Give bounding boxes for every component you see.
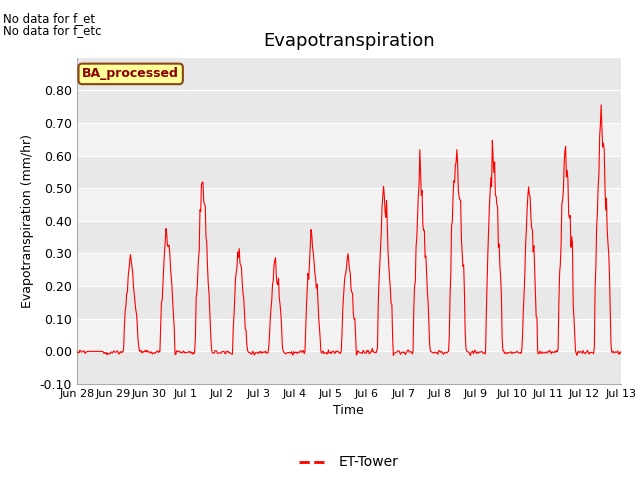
Bar xyxy=(77,156,621,188)
Bar xyxy=(77,90,621,123)
Text: BA_processed: BA_processed xyxy=(82,67,179,80)
Y-axis label: Evapotranspiration (mm/hr): Evapotranspiration (mm/hr) xyxy=(21,134,34,308)
Bar xyxy=(77,286,621,319)
Bar xyxy=(77,221,621,253)
Bar xyxy=(77,253,621,286)
Bar xyxy=(77,351,621,384)
Text: No data for f_etc: No data for f_etc xyxy=(3,24,102,37)
Bar xyxy=(77,123,621,156)
Legend: ET-Tower: ET-Tower xyxy=(294,450,404,475)
Bar xyxy=(77,188,621,221)
X-axis label: Time: Time xyxy=(333,405,364,418)
Title: Evapotranspiration: Evapotranspiration xyxy=(263,33,435,50)
Text: No data for f_et: No data for f_et xyxy=(3,12,95,25)
Bar xyxy=(77,319,621,351)
